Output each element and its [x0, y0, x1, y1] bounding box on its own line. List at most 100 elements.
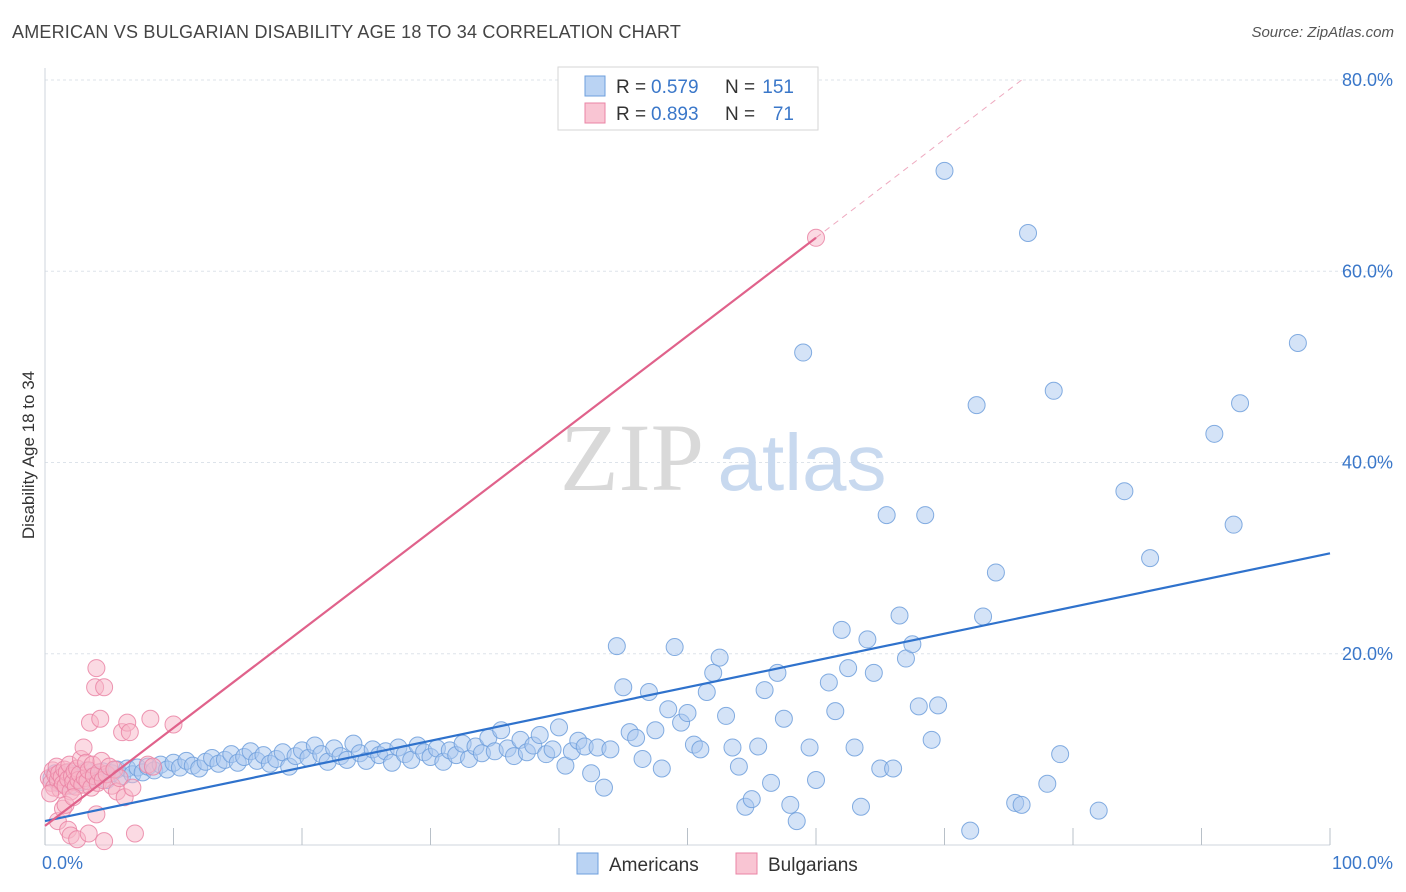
bulgarian-point [95, 678, 114, 697]
y-tick-label: 20.0% [1342, 644, 1393, 664]
americans-swatch [584, 75, 606, 97]
x-tick-label: 0.0% [42, 853, 83, 873]
american-point [582, 764, 601, 783]
american-point [729, 757, 748, 776]
american-point [1288, 333, 1307, 352]
american-point [550, 718, 568, 737]
american-point [601, 740, 620, 759]
watermark: ZIP atlas [560, 404, 886, 511]
bulgarian-point [74, 738, 93, 757]
american-point [884, 759, 903, 778]
bulgarian-point [87, 659, 106, 678]
american-point [864, 663, 883, 682]
american-point [858, 630, 877, 649]
american-point [794, 343, 813, 362]
american-point [774, 709, 793, 728]
american-point [639, 683, 658, 701]
bulgarian-point [143, 757, 162, 776]
bulgarians-n-value: 71 [773, 104, 794, 125]
bulgarians-trend-extension [815, 79, 1022, 239]
watermark-atlas: atlas [718, 418, 887, 507]
american-point [787, 812, 806, 831]
american-point [832, 620, 851, 639]
american-point [742, 790, 761, 809]
bulgarian-point [120, 723, 139, 742]
american-point [1115, 482, 1134, 501]
stats-legend: R = 0.579 N = 151 R = 0.893 N = 71 [557, 66, 819, 131]
bulgarian-point [164, 715, 183, 734]
american-point [723, 738, 742, 757]
american-point [755, 681, 774, 700]
chart-title: AMERICAN VS BULGARIAN DISABILITY AGE 18 … [12, 22, 682, 42]
american-point [807, 770, 825, 789]
american-point [659, 700, 678, 719]
american-point [1012, 795, 1031, 814]
american-point [986, 563, 1005, 582]
american-point [633, 749, 652, 768]
american-point [762, 773, 781, 792]
american-point [916, 506, 935, 525]
american-point [691, 740, 710, 759]
american-point [1044, 381, 1063, 400]
y-tick-label: 40.0% [1342, 453, 1393, 473]
bulgarian-point [91, 709, 110, 728]
bulgarians-legend-swatch [735, 852, 758, 875]
bulgarians-r-value: 0.893 [651, 104, 699, 125]
source-label: Source: ZipAtlas.com [1251, 24, 1394, 41]
american-point [749, 737, 768, 756]
american-point [974, 607, 993, 626]
american-point [1038, 774, 1057, 793]
x-tick-label: 100.0% [1332, 853, 1393, 873]
american-point [890, 606, 909, 625]
american-point [877, 506, 896, 525]
americans-n-label: N = [725, 77, 755, 98]
american-point [929, 696, 948, 715]
tick-label-layer: 20.0% 40.0% 60.0% 80.0% 0.0% 100.0% [42, 70, 1393, 873]
bulgarian-point [41, 784, 60, 803]
americans-trend-line [44, 552, 1331, 823]
american-point [665, 638, 684, 657]
american-point [717, 706, 736, 725]
americans-r-label: R = [616, 77, 646, 98]
bulgarian-point [79, 824, 98, 843]
american-point [607, 637, 626, 656]
american-point [851, 797, 870, 816]
american-point [594, 778, 613, 797]
american-point [1051, 745, 1070, 764]
american-point [646, 721, 665, 740]
americans-legend-swatch [576, 852, 599, 875]
american-point [1141, 549, 1160, 568]
american-point [967, 396, 986, 415]
american-point [800, 738, 819, 757]
american-point [1205, 424, 1224, 443]
american-point [819, 673, 838, 692]
american-point [543, 740, 562, 759]
american-point [704, 663, 723, 682]
american-point [935, 161, 954, 180]
axis-layer [44, 68, 1331, 846]
american-point [826, 702, 845, 721]
american-point [845, 738, 864, 757]
y-axis-title: Disability Age 18 to 34 [19, 371, 38, 539]
american-point [710, 648, 729, 667]
bulgarian-point [141, 709, 160, 728]
bulgarians-r-label: R = [616, 104, 646, 125]
bulgarian-point [125, 824, 144, 843]
americans-n-value: 151 [762, 77, 794, 98]
american-point [530, 726, 549, 745]
bulgarians-swatch [584, 102, 606, 124]
american-point [678, 704, 697, 723]
american-point [961, 821, 980, 840]
american-point [1089, 801, 1108, 820]
american-point [839, 659, 858, 678]
american-point [627, 728, 646, 747]
americans-r-value: 0.579 [651, 77, 699, 98]
american-point [1231, 394, 1250, 413]
american-point [1224, 515, 1243, 534]
points-layer [39, 161, 1307, 851]
y-tick-label: 80.0% [1342, 70, 1393, 90]
american-point [614, 678, 633, 697]
bulgarian-point [95, 832, 114, 851]
american-point [909, 697, 928, 716]
